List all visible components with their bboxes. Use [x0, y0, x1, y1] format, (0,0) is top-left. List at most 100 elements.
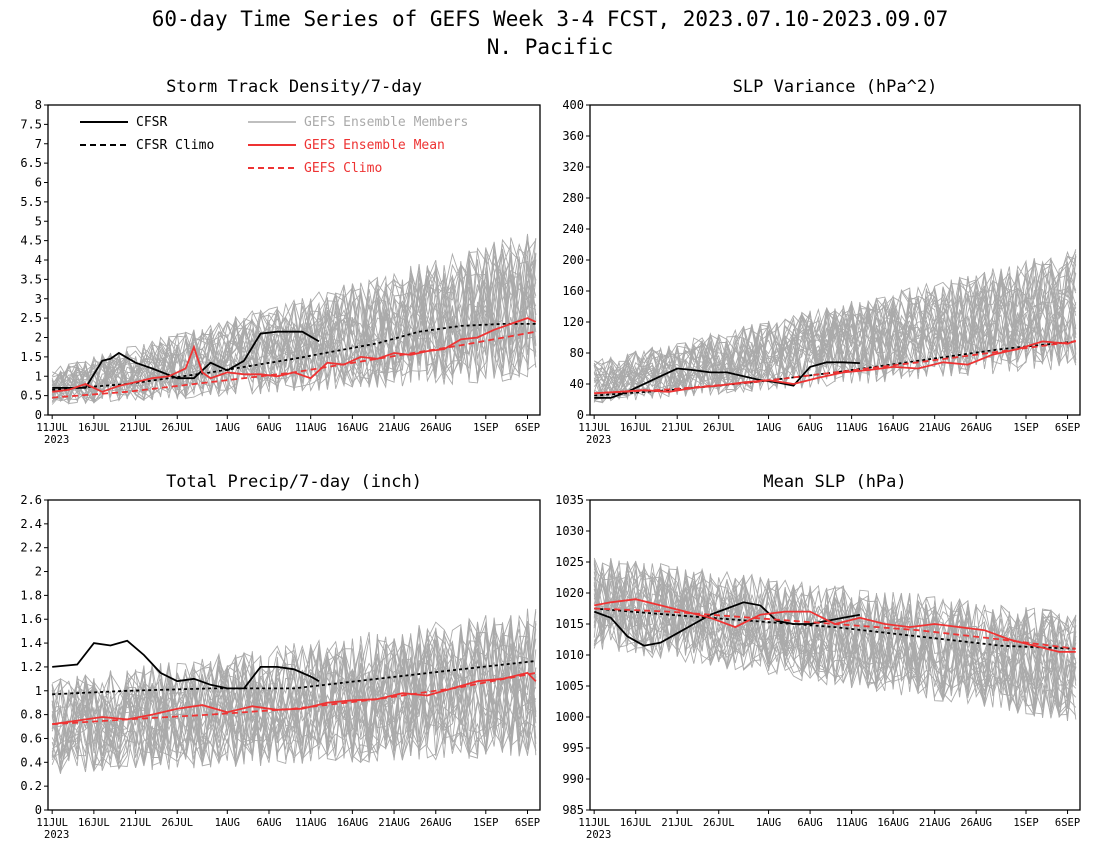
x-tick-label: 6AUG — [797, 817, 822, 829]
y-tick-label: 0 — [35, 408, 42, 422]
y-tick-label: 400 — [562, 98, 584, 112]
figure-subtitle: N. Pacific — [487, 35, 613, 59]
x-tick-label: 11AUG — [295, 422, 327, 434]
ensemble-member-line — [593, 562, 1077, 713]
plot-area — [51, 608, 537, 774]
ensemble-member-line — [51, 622, 537, 769]
plot-area — [51, 233, 537, 405]
cfsr-climo-line — [52, 322, 536, 391]
y-tick-label: 360 — [562, 129, 584, 143]
y-tick-label: 4 — [35, 253, 42, 267]
x-tick-label: 21AUG — [378, 817, 410, 829]
x-tick-label: 1SEP — [1013, 817, 1038, 829]
y-tick-label: 1005 — [555, 679, 584, 693]
y-tick-label: 1035 — [555, 493, 584, 507]
panel-title: SLP Variance (hPa^2) — [733, 77, 938, 97]
x-tick-label: 16JUL — [620, 422, 652, 434]
y-tick-label: 1.2 — [20, 660, 42, 674]
x-tick-label: 6AUG — [256, 817, 281, 829]
ensemble-member-line — [51, 623, 537, 774]
ensemble-member-line — [51, 615, 537, 766]
x-tick-label: 21JUL — [661, 817, 693, 829]
x-tick-label: 11AUG — [295, 817, 327, 829]
y-tick-label: 1 — [35, 369, 42, 383]
legend-cfsr-climo-label: CFSR Climo — [136, 138, 214, 153]
x-tick-label: 1SEP — [473, 817, 498, 829]
ensemble-member-line — [593, 262, 1077, 400]
ensemble-member-line — [51, 626, 537, 772]
x-tick-label: 1AUG — [215, 817, 240, 829]
x-tick-label: 6SEP — [515, 422, 540, 434]
ensemble-member-line — [52, 259, 537, 396]
gefs-ensemble-mean-line — [594, 339, 1077, 395]
figure-title: 60-day Time Series of GEFS Week 3-4 FCST… — [152, 7, 949, 31]
x-tick-label: 26AUG — [420, 422, 452, 434]
y-tick-label: 0.8 — [20, 708, 42, 722]
chart-panel-2: SLP Variance (hPa^2) 0 40 80 120 160 200 240 280… — [562, 77, 1081, 446]
y-tick-label: 120 — [562, 315, 584, 329]
legend-cfsr-label: CFSR — [136, 115, 167, 130]
y-tick-label: 2 — [35, 565, 42, 579]
ensemble-members — [593, 249, 1077, 404]
y-tick-label: 320 — [562, 160, 584, 174]
chart-panel-1: Storm Track Density/7-day 0 0.5 1 1.5 2 2.5 3 3.… — [20, 77, 541, 446]
y-tick-label: 200 — [562, 253, 584, 267]
y-tick-label: 0 — [35, 803, 42, 817]
x-tick-label: 26JUL — [161, 817, 193, 829]
x-tick-label: 21JUL — [120, 422, 152, 434]
y-tick-label: 2.5 — [20, 311, 42, 325]
y-tick-label: 7 — [35, 137, 42, 151]
y-tick-label: 2.6 — [20, 493, 42, 507]
x-tick-label: 21JUL — [661, 422, 693, 434]
y-tick-label: 995 — [562, 741, 584, 755]
plot-frame — [47, 499, 541, 811]
chart-panel-3: Total Precip/7-day (inch)00.20.40.60.811… — [20, 472, 541, 841]
ensemble-member-line — [593, 255, 1077, 404]
y-tick-label: 2.4 — [20, 517, 42, 531]
y-tick-label: 985 — [562, 803, 584, 817]
ensemble-member-line — [51, 252, 537, 402]
gefs-climo-line — [594, 607, 1076, 650]
cfsr-line — [52, 330, 320, 389]
gefs-climo-line — [52, 672, 536, 726]
x-tick-label: 1SEP — [1013, 422, 1038, 434]
ensemble-member-line — [51, 257, 536, 404]
ensemble-member-line — [593, 565, 1076, 717]
ensemble-member-line — [593, 255, 1077, 402]
ensemble-member-line — [593, 569, 1077, 720]
ensemble-member-line — [51, 262, 536, 403]
legend-gefs-climo-label: GEFS Climo — [304, 161, 382, 176]
y-tick-label: 6.5 — [20, 156, 42, 170]
legend: CFSR CFSR Climo GEFS Ensemble Members GE… — [80, 115, 468, 176]
cfsr-climo-line — [52, 660, 536, 696]
y-tick-label: 0 — [577, 408, 584, 422]
x-tick-label: 11JUL — [36, 817, 68, 829]
ensemble-member-line — [51, 241, 537, 401]
x-tick-label: 1AUG — [756, 817, 781, 829]
x-tick-label: 6AUG — [797, 422, 822, 434]
ensemble-member-line — [593, 561, 1077, 722]
y-tick-label: 1.5 — [20, 350, 42, 364]
y-tick-label: 1.8 — [20, 588, 42, 602]
x-tick-label: 11AUG — [836, 422, 868, 434]
x-year-label: 2023 — [586, 434, 611, 446]
y-tick-label: 1.6 — [20, 612, 42, 626]
panel-title: Mean SLP (hPa) — [763, 472, 906, 492]
x-year-label: 2023 — [44, 434, 69, 446]
cfsr-line — [594, 361, 860, 399]
x-tick-label: 11AUG — [836, 817, 868, 829]
ensemble-members — [51, 233, 537, 405]
y-tick-label: 40 — [570, 377, 584, 391]
x-tick-label: 16AUG — [337, 422, 369, 434]
cfsr-climo-line — [594, 607, 1076, 650]
ensemble-member-line — [593, 576, 1077, 713]
x-tick-label: 6SEP — [1055, 422, 1080, 434]
ensemble-member-line — [51, 622, 537, 763]
legend-mean-label: GEFS Ensemble Mean — [304, 138, 445, 153]
x-tick-label: 11JUL — [578, 817, 610, 829]
ensemble-member-line — [593, 569, 1077, 719]
x-tick-label: 26AUG — [960, 817, 992, 829]
x-tick-label: 21AUG — [378, 422, 410, 434]
x-tick-label: 26AUG — [960, 422, 992, 434]
